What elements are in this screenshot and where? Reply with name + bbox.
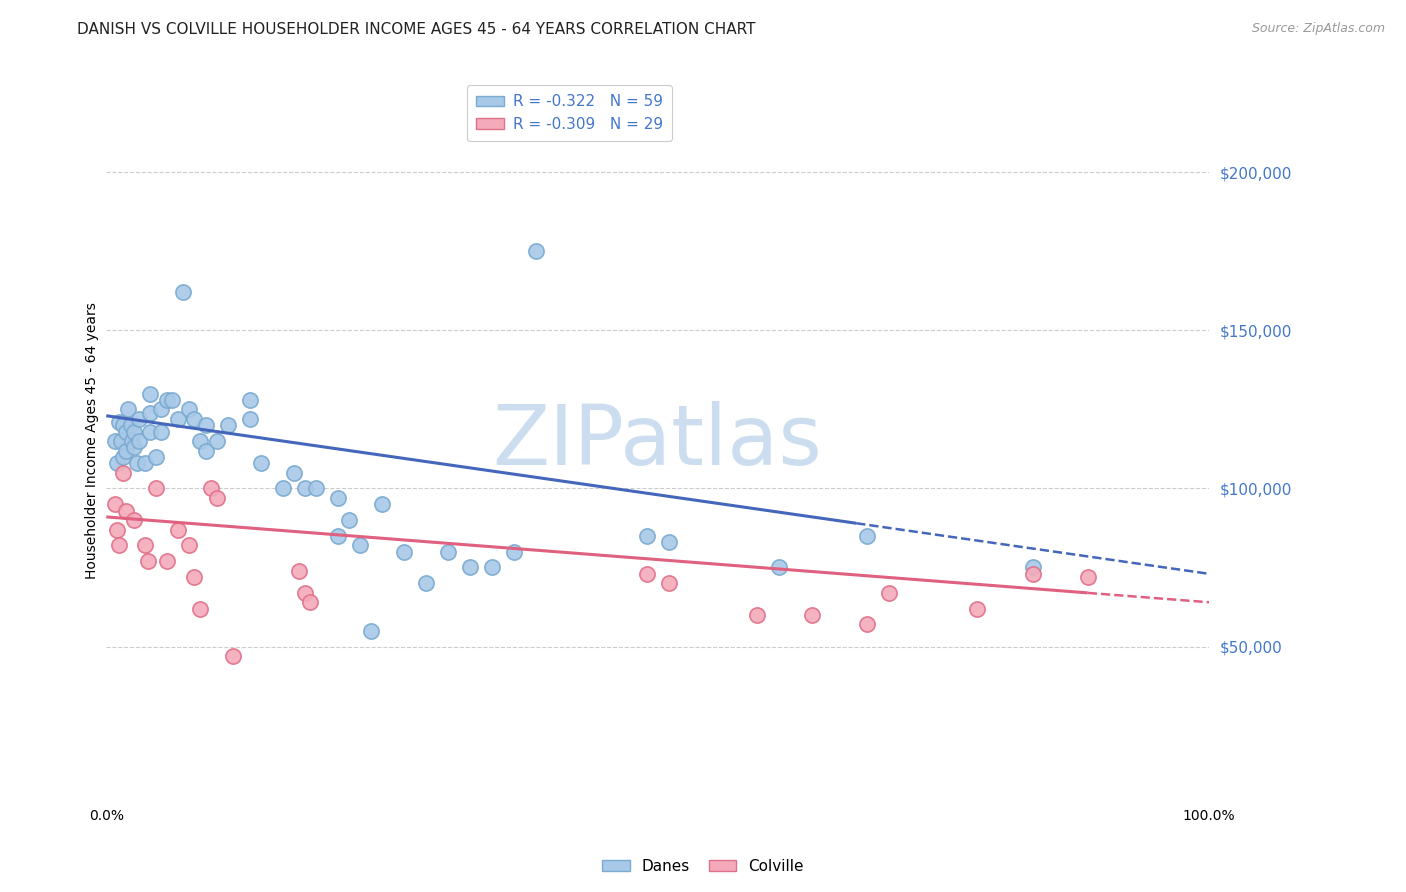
Point xyxy=(288,564,311,578)
Point xyxy=(183,412,205,426)
Point xyxy=(150,425,173,439)
Point xyxy=(145,482,167,496)
Point xyxy=(139,386,162,401)
Point xyxy=(768,560,790,574)
Point xyxy=(104,434,127,448)
Point xyxy=(239,392,262,407)
Point xyxy=(249,456,271,470)
Point xyxy=(110,434,132,448)
Point xyxy=(117,402,139,417)
Point xyxy=(217,418,239,433)
Point xyxy=(205,491,228,505)
Point xyxy=(167,412,190,426)
Text: ZIPatlas: ZIPatlas xyxy=(492,401,823,482)
Point xyxy=(326,491,349,505)
Point xyxy=(222,648,245,663)
Text: DANISH VS COLVILLE HOUSEHOLDER INCOME AGES 45 - 64 YEARS CORRELATION CHART: DANISH VS COLVILLE HOUSEHOLDER INCOME AG… xyxy=(77,22,756,37)
Point xyxy=(1021,560,1043,574)
Point xyxy=(172,285,194,300)
Point xyxy=(136,554,159,568)
Point xyxy=(337,513,360,527)
Point xyxy=(162,392,184,407)
Point xyxy=(239,412,262,426)
Point xyxy=(128,412,150,426)
Point xyxy=(371,497,394,511)
Point xyxy=(134,456,156,470)
Point xyxy=(856,529,879,543)
Point xyxy=(188,601,211,615)
Y-axis label: Householder Income Ages 45 - 64 years: Householder Income Ages 45 - 64 years xyxy=(86,302,100,580)
Point xyxy=(139,425,162,439)
Point xyxy=(658,576,681,591)
Point xyxy=(111,466,134,480)
Point xyxy=(105,456,128,470)
Point xyxy=(122,441,145,455)
Point xyxy=(128,434,150,448)
Point xyxy=(360,624,382,638)
Point xyxy=(194,443,217,458)
Point xyxy=(150,402,173,417)
Point xyxy=(745,607,768,622)
Point xyxy=(122,425,145,439)
Point xyxy=(294,482,316,496)
Point xyxy=(294,586,316,600)
Point xyxy=(856,617,879,632)
Point xyxy=(966,601,988,615)
Point xyxy=(156,392,179,407)
Point xyxy=(349,538,371,552)
Point xyxy=(194,418,217,433)
Point xyxy=(115,443,138,458)
Point xyxy=(156,554,179,568)
Point xyxy=(108,538,131,552)
Point xyxy=(636,566,658,581)
Point xyxy=(415,576,437,591)
Point xyxy=(299,595,322,609)
Point xyxy=(1077,570,1099,584)
Point xyxy=(188,434,211,448)
Point xyxy=(205,434,228,448)
Point xyxy=(1021,566,1043,581)
Point xyxy=(122,513,145,527)
Point xyxy=(104,497,127,511)
Point xyxy=(105,523,128,537)
Point xyxy=(108,415,131,429)
Point xyxy=(392,544,415,558)
Point xyxy=(481,560,503,574)
Point xyxy=(636,529,658,543)
Point xyxy=(111,418,134,433)
Text: Source: ZipAtlas.com: Source: ZipAtlas.com xyxy=(1251,22,1385,36)
Point xyxy=(200,482,222,496)
Point xyxy=(283,466,305,480)
Point xyxy=(120,418,142,433)
Point xyxy=(177,402,200,417)
Point xyxy=(503,544,526,558)
Point xyxy=(139,406,162,420)
Point xyxy=(183,570,205,584)
Point xyxy=(167,523,190,537)
Legend: Danes, Colville: Danes, Colville xyxy=(596,853,810,880)
Point xyxy=(271,482,294,496)
Point xyxy=(127,456,149,470)
Legend: R = -0.322   N = 59, R = -0.309   N = 29: R = -0.322 N = 59, R = -0.309 N = 29 xyxy=(467,85,672,141)
Point xyxy=(658,535,681,549)
Point xyxy=(145,450,167,464)
Point xyxy=(326,529,349,543)
Point xyxy=(458,560,481,574)
Point xyxy=(305,482,328,496)
Point xyxy=(115,503,138,517)
Point xyxy=(524,244,547,259)
Point xyxy=(877,586,900,600)
Point xyxy=(111,450,134,464)
Point xyxy=(177,538,200,552)
Point xyxy=(801,607,824,622)
Point xyxy=(437,544,460,558)
Point xyxy=(134,538,156,552)
Point xyxy=(121,434,143,448)
Point xyxy=(115,425,138,439)
